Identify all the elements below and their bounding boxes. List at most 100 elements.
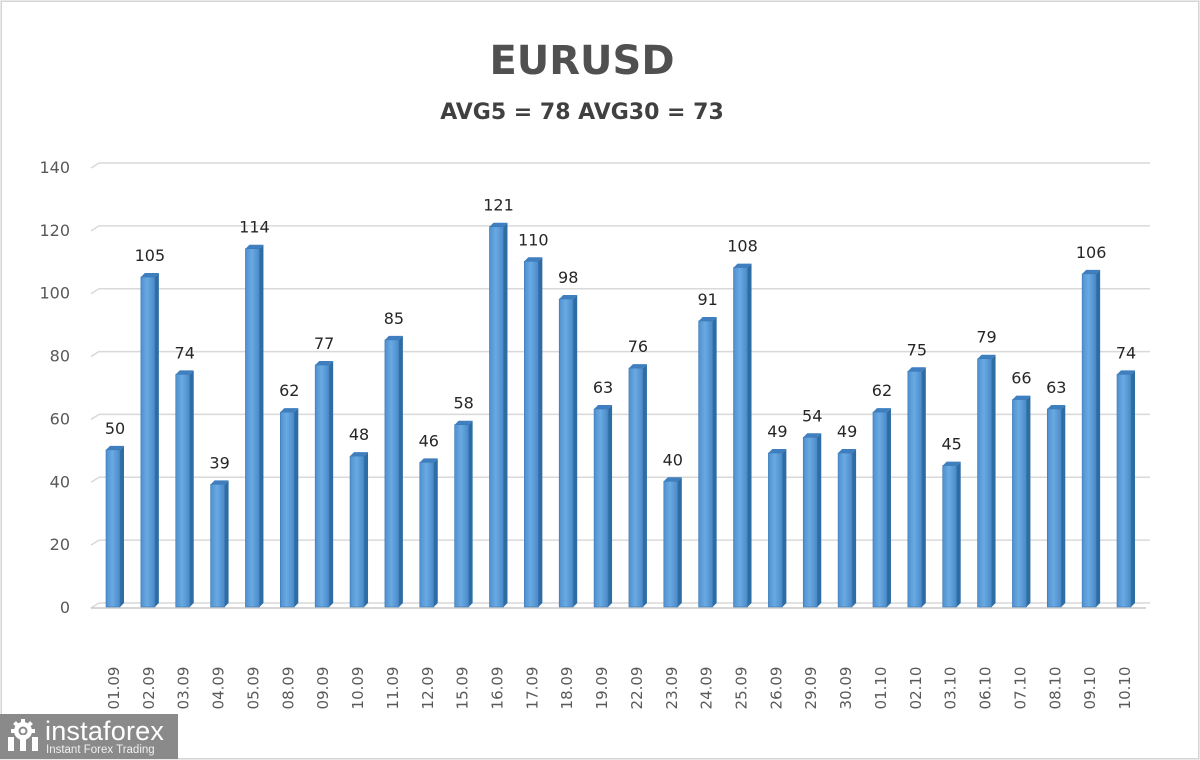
y-tick-label: 20 (50, 535, 70, 554)
data-label: 40 (663, 450, 683, 469)
data-label: 58 (453, 394, 473, 413)
bar-09.10 (1081, 269, 1101, 608)
x-axis: 01.09 02.09 03.09 04.09 05.09 08.09 09.09 10.09… (105, 667, 1134, 710)
y-tick-label: 100 (39, 284, 70, 303)
data-label: 49 (837, 422, 857, 441)
data-label: 76 (628, 337, 648, 356)
bar-22.09 (628, 364, 647, 608)
x-tick-label: 10.09 (349, 667, 367, 710)
data-label: 91 (697, 290, 717, 309)
data-label: 63 (1046, 378, 1066, 397)
data-label: 49 (767, 422, 787, 441)
data-label: 75 (907, 340, 927, 359)
data-label: 85 (384, 309, 404, 328)
y-tick-label: 40 (50, 472, 70, 491)
y-tick-label: 120 (39, 221, 70, 240)
gear-person-icon (8, 719, 38, 751)
bar-29.09 (802, 433, 822, 608)
data-label: 108 (727, 237, 758, 256)
brand-name: instaforex (45, 716, 165, 746)
y-tick-label: 60 (50, 409, 70, 428)
bar-24.09 (698, 317, 717, 608)
bar-16.09 (489, 222, 508, 608)
bar-08.09 (280, 408, 299, 608)
x-tick-label: 24.09 (698, 667, 716, 710)
x-tick-label: 09.10 (1081, 667, 1099, 710)
x-tick-label: 23.09 (663, 667, 681, 710)
x-tick-label: 01.09 (105, 667, 123, 710)
data-label: 54 (802, 406, 822, 425)
x-tick-label: 08.10 (1046, 667, 1064, 710)
bar-08.10 (1046, 405, 1066, 608)
gridline-corner (90, 225, 100, 232)
x-tick-label: 22.09 (628, 667, 646, 710)
x-tick-label: 19.09 (593, 667, 611, 710)
bar-15.09 (454, 420, 473, 608)
gridline-corner (90, 413, 100, 421)
data-label: 77 (314, 334, 334, 353)
bar-01.09 (105, 445, 124, 608)
bar-11.09 (384, 335, 403, 608)
data-label: 66 (1011, 369, 1031, 388)
bar-23.09 (663, 477, 682, 608)
bar-19.09 (593, 405, 613, 608)
gridlines (90, 162, 1150, 609)
data-label: 106 (1076, 243, 1107, 262)
x-tick-label: 09.09 (314, 667, 332, 710)
x-tick-label: 02.09 (140, 667, 158, 710)
data-label: 74 (1116, 343, 1136, 362)
gridline-corner (90, 539, 100, 546)
x-tick-label: 15.09 (454, 667, 472, 710)
bar-07.10 (1012, 395, 1031, 608)
bar-30.09 (837, 449, 857, 608)
gridline-corner (90, 162, 100, 169)
chart-subtitle: AVG5 = 78 AVG30 = 73 (440, 100, 724, 125)
x-tick-label: 17.09 (523, 667, 541, 710)
bar-10.09 (349, 452, 369, 608)
x-tick-label: 04.09 (210, 667, 228, 710)
y-tick-label: 80 (50, 347, 70, 366)
data-label: 114 (239, 218, 270, 237)
bar-10.10 (1116, 370, 1135, 608)
data-label: 39 (209, 453, 229, 472)
bar-17.09 (524, 257, 543, 608)
bar-12.09 (419, 458, 438, 608)
instaforex-logo: instaforex Instant Forex Trading (0, 714, 178, 759)
data-label: 46 (419, 431, 439, 450)
bars (105, 222, 1135, 608)
bar-18.09 (558, 295, 578, 608)
x-tick-label: 01.10 (872, 667, 890, 710)
data-label: 74 (175, 343, 195, 362)
gridline-corner (90, 350, 100, 358)
brand-tagline: Instant Forex Trading (46, 744, 155, 756)
x-tick-label: 16.09 (488, 667, 506, 710)
bar-05.09 (245, 244, 264, 608)
x-tick-label: 26.09 (767, 667, 785, 710)
data-label: 50 (105, 419, 125, 438)
chart-title: EURUSD (489, 38, 675, 84)
x-tick-label: 18.09 (558, 667, 576, 710)
data-label: 63 (593, 378, 613, 397)
bar-04.09 (210, 480, 229, 608)
x-tick-label: 29.09 (802, 667, 820, 710)
y-axis: 0 20 40 60 80 100 120 140 (39, 158, 70, 617)
bar-01.10 (872, 408, 891, 608)
x-tick-label: 05.09 (244, 667, 262, 710)
gridline-corner (90, 476, 100, 483)
data-label: 110 (518, 230, 549, 249)
x-tick-label: 03.09 (175, 667, 193, 710)
bar-09.09 (314, 361, 334, 608)
x-tick-label: 12.09 (419, 667, 437, 710)
x-tick-label: 25.09 (733, 667, 751, 710)
data-label: 48 (349, 425, 369, 444)
data-label: 105 (135, 246, 166, 265)
y-tick-label: 140 (39, 158, 70, 177)
x-tick-label: 06.10 (977, 667, 995, 710)
x-tick-label: 10.10 (1116, 667, 1134, 710)
x-tick-label: 30.09 (837, 667, 855, 710)
x-tick-label: 03.10 (942, 667, 960, 710)
data-label: 121 (483, 196, 514, 215)
x-tick-label: 08.09 (279, 667, 297, 710)
data-label: 98 (558, 268, 578, 287)
